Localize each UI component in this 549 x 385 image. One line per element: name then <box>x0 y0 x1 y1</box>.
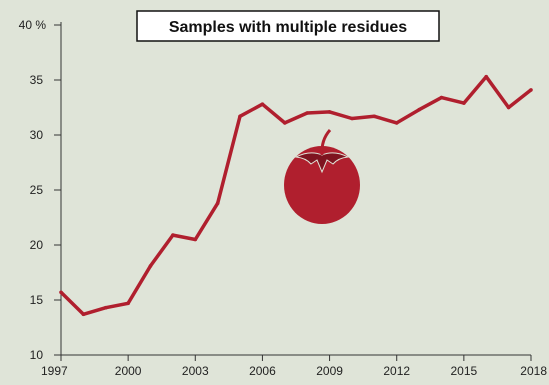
data-point <box>283 121 287 125</box>
data-point <box>529 88 533 92</box>
y-tick-label: 30 <box>30 128 44 142</box>
data-point <box>103 305 108 310</box>
data-point <box>126 301 130 306</box>
data-point <box>193 237 198 242</box>
data-point <box>439 95 444 100</box>
x-tick-label: 2012 <box>383 364 410 378</box>
x-tick-label: 2003 <box>182 364 209 378</box>
data-point <box>260 102 265 106</box>
y-tick-label: 15 <box>30 293 44 307</box>
data-point <box>462 101 466 105</box>
x-tick-group: 1997 2000 2003 2006 2009 2012 2015 2018 <box>41 355 547 378</box>
x-tick-label: 1997 <box>41 364 68 378</box>
series-line <box>59 74 533 317</box>
y-tick-label: 35 <box>30 73 44 87</box>
data-point <box>305 111 309 115</box>
data-point <box>59 290 63 295</box>
data-point-group <box>59 74 533 317</box>
data-point <box>417 107 421 112</box>
tomato-icon <box>284 128 360 224</box>
data-point <box>327 110 332 114</box>
y-tick-label: 10 <box>30 348 44 362</box>
data-point <box>484 74 489 79</box>
data-point <box>506 105 511 110</box>
x-tick-label: 2006 <box>249 364 276 378</box>
data-point <box>171 233 175 237</box>
y-tick-label: 25 <box>30 183 44 197</box>
y-tick-label: 40 % <box>19 18 47 32</box>
x-tick-label: 2000 <box>115 364 142 378</box>
chart-title-box <box>136 10 440 42</box>
y-tick-group: 10 15 20 25 30 35 40 % <box>19 18 61 362</box>
data-point <box>394 121 399 125</box>
x-tick-label: 2009 <box>316 364 343 378</box>
data-point <box>215 201 220 205</box>
x-tick-label: 2018 <box>520 364 547 378</box>
data-point <box>350 116 354 121</box>
chart-title: Samples with multiple residues <box>169 19 407 36</box>
data-point <box>372 114 377 119</box>
data-point <box>81 312 86 317</box>
x-tick-label: 2015 <box>451 364 478 378</box>
y-tick-label: 20 <box>30 238 44 252</box>
data-point <box>238 114 242 119</box>
data-point <box>148 264 153 268</box>
